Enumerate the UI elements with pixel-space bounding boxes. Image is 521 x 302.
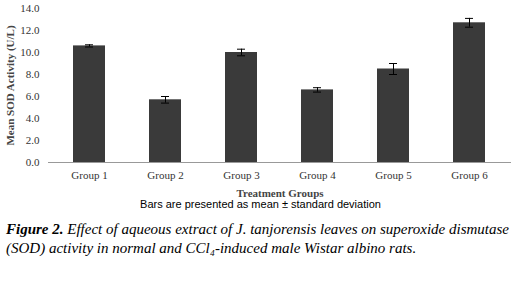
svg-text:2.0: 2.0 [26, 134, 40, 146]
svg-text:Mean SOD Activity (U/L): Mean SOD Activity (U/L) [4, 25, 17, 145]
svg-text:0.0: 0.0 [26, 156, 40, 168]
svg-text:Treatment Groups: Treatment Groups [236, 187, 324, 199]
svg-text:Group 1: Group 1 [71, 169, 107, 181]
svg-text:Group 5: Group 5 [375, 169, 412, 181]
svg-text:10.0: 10.0 [20, 46, 40, 58]
svg-text:8.0: 8.0 [26, 68, 40, 80]
svg-text:12.0: 12.0 [20, 24, 40, 36]
svg-text:4.0: 4.0 [26, 112, 40, 124]
html-text:Bars are presented as mean ± s: Bars are presented as mean ± standard de… [140, 198, 381, 210]
svg-text:14.0: 14.0 [20, 2, 40, 14]
svg-text:Group 3: Group 3 [223, 169, 260, 181]
svg-text:Group 4: Group 4 [299, 169, 336, 181]
svg-text:6.0: 6.0 [26, 90, 40, 102]
svg-text:Group 2: Group 2 [147, 169, 183, 181]
html-text:Figure 2. Effect of aqueous ex: Figure 2. Effect of aqueous extract of J… [6, 221, 509, 256]
svg-text:Group 6: Group 6 [451, 169, 488, 181]
